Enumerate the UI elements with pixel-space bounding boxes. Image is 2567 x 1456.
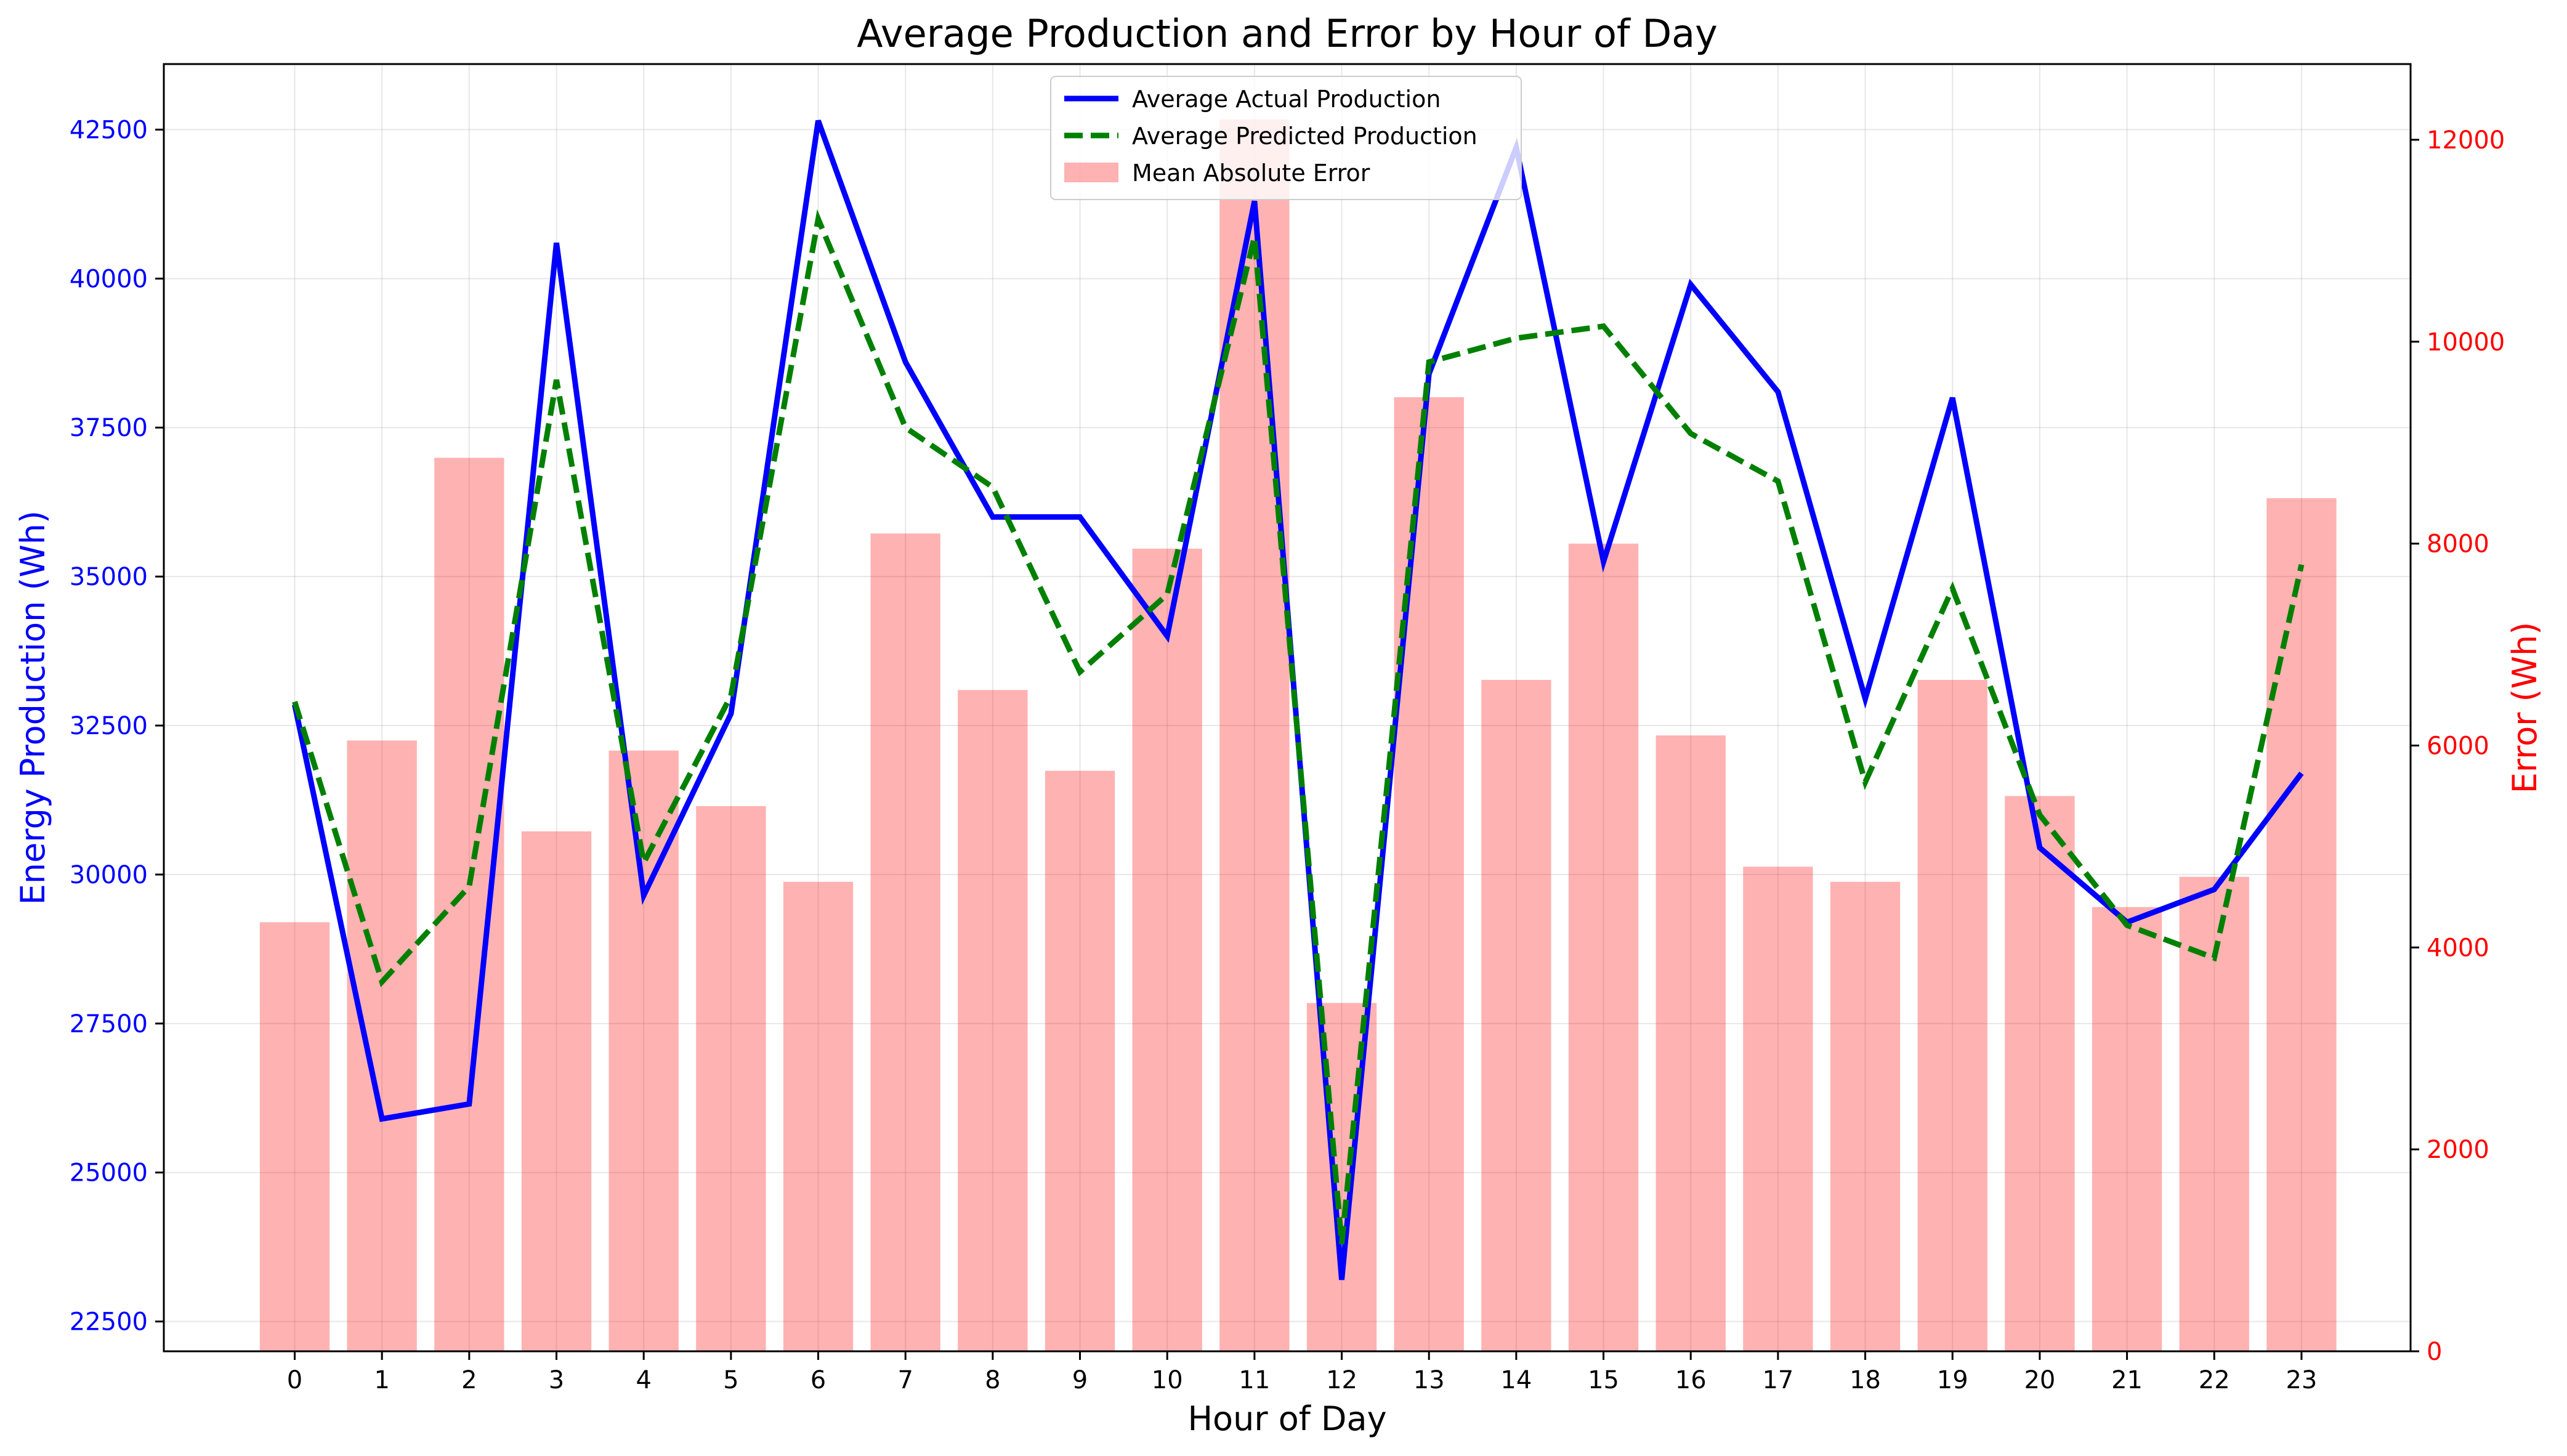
error-bar [1917,679,1987,1351]
x-tick-label: 13 [1413,1366,1445,1394]
error-bar [1830,881,1901,1351]
x-tick-label: 11 [1239,1366,1270,1394]
error-bar [1394,397,1464,1351]
y-axis-left-label: Energy Production (Wh) [14,511,52,905]
x-tick-label: 19 [1937,1366,1968,1394]
error-bar [1219,119,1290,1351]
error-bar [1306,1003,1377,1351]
y-right-tick-label: 2000 [2427,1136,2489,1164]
x-tick-label: 21 [2111,1366,2143,1394]
y-right-tick-label: 0 [2427,1338,2442,1366]
y-left-tick-label: 37500 [70,414,148,442]
x-tick-label: 8 [985,1366,1000,1394]
y-left-tick-label: 27500 [70,1010,148,1038]
x-tick-label: 23 [2286,1366,2317,1394]
x-tick-label: 16 [1675,1366,1707,1394]
y-left-tick-label: 22500 [70,1308,148,1337]
x-tick-label: 0 [287,1366,302,1394]
y-right-tick-label: 10000 [2427,328,2505,357]
error-bar [259,922,330,1351]
y-left-tick-label: 35000 [70,563,148,591]
y-left-tick-label: 40000 [70,265,148,293]
x-tick-label: 20 [2024,1366,2055,1394]
x-tick-label: 12 [1326,1366,1357,1394]
chart-title: Average Production and Error by Hour of … [857,11,1718,56]
y-right-tick-label: 12000 [2427,126,2505,155]
error-bar [2005,796,2075,1351]
x-tick-label: 14 [1500,1366,1532,1394]
actual-production-line [292,119,2304,1280]
x-tick-label: 17 [1762,1366,1793,1394]
error-bar [1655,735,1726,1351]
plot-frame [163,63,2412,1353]
x-tick-label: 18 [1849,1366,1881,1394]
error-bar [696,806,766,1351]
legend-swatch-bar [1064,163,1118,182]
x-tick-label: 5 [723,1366,738,1394]
grid [164,64,2411,1351]
y-left-tick-label: 25000 [70,1159,148,1187]
y-left-tick-label: 32500 [70,712,148,740]
x-tick-label: 9 [1072,1366,1088,1394]
y-left-tick-label: 30000 [70,861,148,889]
error-bar [2266,498,2337,1351]
x-tick-label: 22 [2199,1366,2230,1394]
legend-label: Average Predicted Production [1132,123,1478,150]
legend: Average Actual Production Average Predict… [1050,76,1522,200]
error-bar [434,458,504,1351]
x-tick-label: 2 [461,1366,477,1394]
error-bar [870,533,940,1351]
error-bar [1743,867,1813,1351]
x-tick-label: 4 [636,1366,651,1394]
error-bar [1568,543,1639,1351]
legend-box [1050,76,1522,200]
x-tick-label: 3 [549,1366,564,1394]
y-right-tick-label: 6000 [2427,732,2489,760]
x-tick-label: 15 [1588,1366,1619,1394]
error-bar [783,881,854,1351]
error-bar [1132,548,1202,1352]
error-bar [347,740,417,1351]
y-right-tick-label: 8000 [2427,530,2489,559]
x-tick-label: 7 [897,1366,913,1394]
axes: 0 1 2 3 4 5 6 7 8 9 10 11 12 13 14 15 16 17 18 19 20 21 22 2322… [70,116,2505,1394]
y-axis-right-label: Error (Wh) [2505,622,2544,794]
error-bar [1481,679,1551,1351]
x-tick-label: 1 [374,1366,389,1394]
y-right-tick-label: 4000 [2427,934,2489,962]
line-series [292,119,2305,1280]
x-tick-label: 6 [811,1366,826,1394]
legend-label: Mean Absolute Error [1132,160,1370,187]
error-bar [521,831,592,1351]
y-left-tick-label: 42500 [70,116,148,144]
x-axis-label: Hour of Day [1187,1399,1386,1438]
error-bar [2092,907,2162,1351]
legend-label: Average Actual Production [1132,86,1441,113]
predicted-production-line [292,209,2305,1245]
x-tick-label: 10 [1152,1366,1183,1394]
error-bar [958,690,1028,1351]
error-bar [1045,770,1115,1351]
